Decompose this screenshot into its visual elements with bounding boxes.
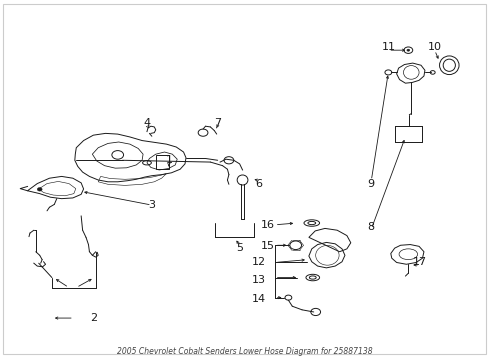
Text: 11: 11 [381, 42, 394, 52]
Text: 1: 1 [165, 155, 172, 165]
Text: 14: 14 [251, 294, 265, 304]
Text: 4: 4 [143, 118, 150, 128]
Bar [156, 155, 169, 169]
Text: 17: 17 [412, 257, 426, 267]
Text: 15: 15 [261, 241, 274, 251]
Text: 13: 13 [252, 275, 265, 285]
Text: 6: 6 [255, 179, 262, 189]
Text: 10: 10 [427, 42, 441, 52]
Text: 12: 12 [251, 257, 265, 267]
Text: 2005 Chevrolet Cobalt Senders Lower Hose Diagram for 25887138: 2005 Chevrolet Cobalt Senders Lower Hose… [117, 347, 371, 356]
Text: 9: 9 [367, 179, 374, 189]
Text: 7: 7 [214, 118, 221, 128]
Circle shape [406, 49, 409, 51]
Text: 8: 8 [367, 222, 374, 231]
Circle shape [37, 188, 42, 191]
Text: 5: 5 [236, 243, 243, 253]
Text: 2: 2 [90, 313, 97, 323]
Text: 3: 3 [148, 200, 155, 210]
Text: 16: 16 [261, 220, 274, 230]
